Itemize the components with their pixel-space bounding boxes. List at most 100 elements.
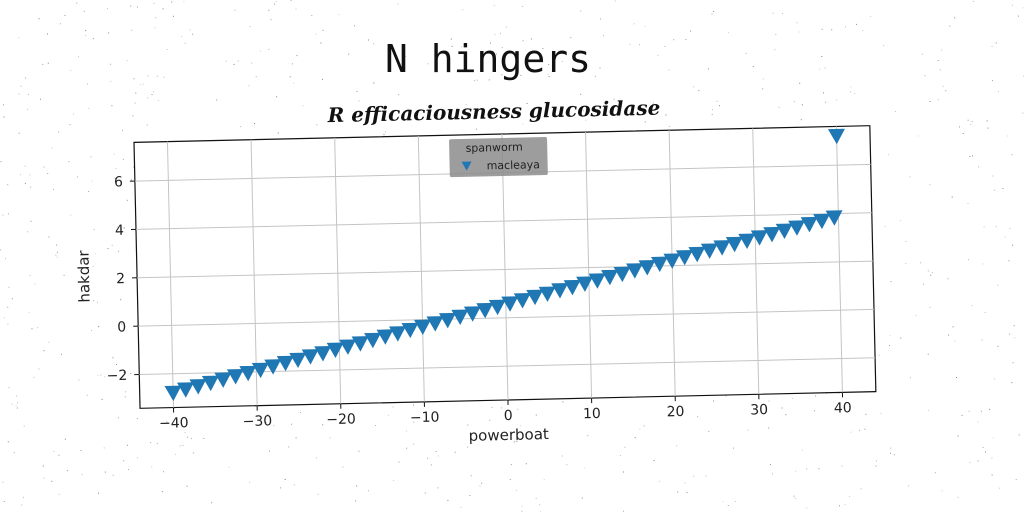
noise-dot	[676, 445, 678, 447]
legend-marker-macleaya	[461, 161, 472, 171]
noise-dot	[793, 495, 795, 497]
noise-dot	[34, 283, 36, 285]
noise-dot	[398, 94, 400, 96]
noise-dot	[438, 455, 440, 457]
noise-dot	[5, 258, 6, 260]
data-point	[675, 249, 693, 266]
noise-dot	[454, 451, 456, 453]
noise-dot	[1002, 188, 1004, 189]
noise-dot	[68, 161, 70, 163]
noise-dot	[535, 497, 537, 499]
noise-dot	[781, 407, 783, 409]
noise-dot	[841, 465, 843, 467]
noise-dot	[716, 100, 718, 102]
noise-dot	[329, 437, 331, 439]
noise-dot	[126, 444, 128, 446]
noise-dot	[28, 311, 30, 313]
noise-dot	[146, 124, 148, 126]
noise-dot	[192, 33, 194, 35]
noise-dot	[824, 67, 826, 69]
noise-dot	[619, 455, 621, 456]
noise-dot	[291, 63, 293, 65]
noise-dot	[53, 188, 54, 190]
noise-dot	[921, 53, 923, 55]
noise-dot	[821, 28, 823, 30]
data-point	[326, 342, 344, 359]
noise-dot	[348, 53, 350, 55]
noise-dot	[192, 452, 194, 454]
data-point	[763, 226, 781, 243]
noise-dot	[383, 134, 385, 136]
noise-dot	[972, 0, 974, 2]
noise-dot	[93, 229, 95, 231]
noise-dot	[982, 447, 984, 449]
noise-dot	[639, 44, 640, 46]
noise-dot	[712, 109, 713, 111]
noise-dot	[92, 266, 94, 267]
noise-dot	[952, 326, 954, 328]
noise-dot	[972, 155, 973, 157]
noise-dot	[86, 394, 88, 396]
noise-dot	[599, 67, 601, 69]
x-gridline	[835, 126, 843, 393]
noise-dot	[171, 1, 173, 3]
noise-dot	[251, 62, 253, 64]
noise-dot	[488, 79, 490, 81]
noise-dot	[825, 101, 827, 103]
noise-dot	[398, 116, 400, 118]
noise-dot	[539, 504, 541, 506]
noise-dot	[80, 450, 82, 451]
noise-dot	[3, 501, 5, 502]
noise-dot	[55, 254, 57, 256]
y-gridline	[137, 260, 873, 279]
noise-dot	[653, 460, 655, 461]
noise-dot	[7, 441, 9, 443]
noise-dot	[1013, 325, 1015, 327]
noise-dot	[819, 68, 821, 70]
y-axis-label: hakdar	[74, 249, 93, 302]
noise-dot	[494, 34, 496, 35]
noise-dot	[373, 82, 375, 84]
noise-dot	[994, 189, 996, 191]
noise-dot	[937, 99, 939, 101]
noise-dot	[427, 457, 429, 459]
data-point	[513, 293, 531, 309]
noise-dot	[603, 34, 604, 36]
noise-dot	[713, 10, 715, 12]
noise-dot	[836, 99, 838, 101]
noise-dot	[114, 177, 116, 179]
y-tick-label: 6	[114, 174, 123, 190]
noise-dot	[110, 80, 112, 82]
noise-dot	[98, 326, 100, 328]
noise-dot	[107, 8, 108, 10]
noise-dot	[947, 278, 949, 280]
noise-dot	[752, 66, 754, 67]
noise-dot	[93, 300, 95, 302]
noise-dot	[157, 100, 159, 101]
noise-dot	[53, 451, 55, 452]
noise-dot	[491, 407, 493, 408]
data-point	[713, 240, 731, 256]
noise-dot	[521, 510, 523, 512]
noise-dot	[451, 45, 453, 47]
noise-dot	[814, 410, 816, 412]
noise-dot	[734, 501, 736, 502]
noise-dot	[623, 510, 624, 512]
noise-dot	[142, 83, 144, 85]
noise-dot	[500, 32, 501, 34]
noise-dot	[707, 68, 709, 70]
noise-dot	[122, 159, 124, 160]
noise-dot	[900, 337, 902, 339]
data-point	[364, 332, 382, 349]
noise-dot	[520, 425, 522, 427]
noise-dot	[368, 39, 369, 41]
noise-dot	[977, 421, 979, 423]
noise-dot	[43, 350, 45, 352]
noise-dot	[481, 482, 483, 484]
noise-dot	[293, 484, 295, 486]
noise-dot	[404, 56, 406, 57]
noise-dot	[47, 62, 49, 64]
noise-dot	[51, 480, 53, 482]
noise-dot	[673, 39, 675, 41]
noise-dot	[530, 38, 532, 40]
